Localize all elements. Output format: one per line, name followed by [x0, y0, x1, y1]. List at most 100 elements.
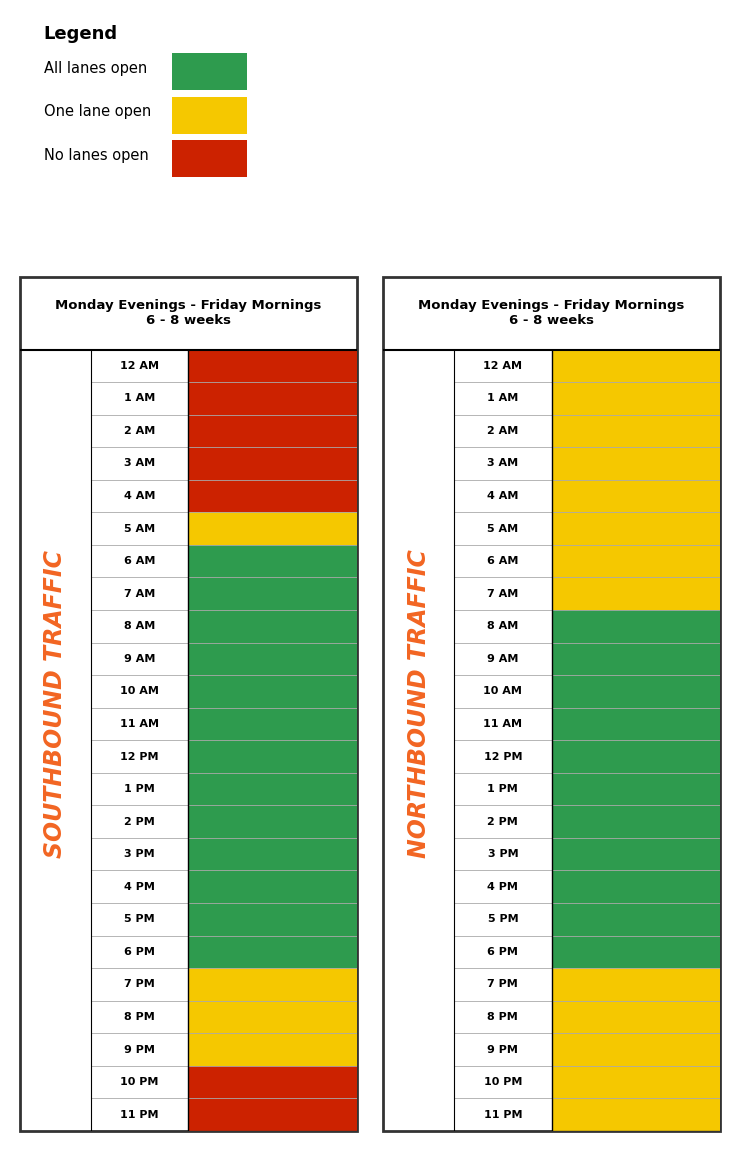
Text: 2 PM: 2 PM [124, 817, 155, 826]
Text: 2 AM: 2 AM [487, 426, 519, 436]
FancyBboxPatch shape [188, 707, 357, 740]
Text: NORTHBOUND TRAFFIC: NORTHBOUND TRAFFIC [407, 549, 431, 859]
FancyBboxPatch shape [552, 675, 720, 707]
FancyBboxPatch shape [172, 97, 247, 134]
Text: 4 AM: 4 AM [124, 492, 155, 501]
FancyBboxPatch shape [383, 277, 720, 1131]
FancyBboxPatch shape [552, 350, 720, 382]
FancyBboxPatch shape [172, 141, 247, 178]
FancyBboxPatch shape [188, 1033, 357, 1066]
Text: 12 AM: 12 AM [120, 361, 159, 370]
FancyBboxPatch shape [552, 382, 720, 414]
FancyBboxPatch shape [188, 480, 357, 512]
Text: 3 AM: 3 AM [124, 458, 155, 469]
Text: 4 AM: 4 AM [487, 492, 519, 501]
FancyBboxPatch shape [188, 382, 357, 414]
FancyBboxPatch shape [552, 968, 720, 1001]
Text: 1 PM: 1 PM [124, 784, 155, 794]
Text: 8 AM: 8 AM [487, 621, 519, 631]
FancyBboxPatch shape [552, 773, 720, 805]
Text: 10 PM: 10 PM [484, 1077, 522, 1087]
Text: 1 AM: 1 AM [487, 394, 519, 404]
Text: One lane open: One lane open [44, 105, 151, 119]
Text: 9 PM: 9 PM [124, 1044, 155, 1055]
FancyBboxPatch shape [188, 805, 357, 838]
Text: 6 PM: 6 PM [488, 946, 518, 957]
FancyBboxPatch shape [188, 1099, 357, 1131]
FancyBboxPatch shape [188, 577, 357, 610]
Text: 3 PM: 3 PM [488, 849, 518, 860]
Text: 5 AM: 5 AM [124, 524, 155, 533]
FancyBboxPatch shape [552, 1099, 720, 1131]
FancyBboxPatch shape [188, 870, 357, 904]
Text: 3 PM: 3 PM [124, 849, 155, 860]
Text: 1 AM: 1 AM [124, 394, 155, 404]
Text: 3 AM: 3 AM [487, 458, 519, 469]
Text: 12 PM: 12 PM [484, 751, 522, 762]
Text: 9 AM: 9 AM [487, 654, 519, 664]
FancyBboxPatch shape [188, 675, 357, 707]
Text: 11 AM: 11 AM [120, 719, 159, 729]
Text: 2 PM: 2 PM [488, 817, 518, 826]
FancyBboxPatch shape [188, 904, 357, 936]
Text: 11 PM: 11 PM [121, 1110, 159, 1119]
FancyBboxPatch shape [188, 545, 357, 577]
FancyBboxPatch shape [552, 610, 720, 643]
Text: All lanes open: All lanes open [44, 61, 147, 76]
Text: 6 AM: 6 AM [124, 556, 155, 567]
FancyBboxPatch shape [552, 707, 720, 740]
Text: 6 AM: 6 AM [487, 556, 519, 567]
Text: 10 AM: 10 AM [483, 687, 522, 696]
Text: 12 PM: 12 PM [121, 751, 159, 762]
Text: 7 AM: 7 AM [487, 589, 519, 599]
Text: 12 AM: 12 AM [483, 361, 522, 370]
Text: Monday Evenings - Friday Mornings
6 - 8 weeks: Monday Evenings - Friday Mornings 6 - 8 … [419, 299, 684, 328]
FancyBboxPatch shape [552, 904, 720, 936]
FancyBboxPatch shape [552, 414, 720, 448]
Text: 2 AM: 2 AM [124, 426, 155, 436]
Text: Legend: Legend [44, 25, 118, 43]
Text: 11 PM: 11 PM [484, 1110, 522, 1119]
Text: Monday Evenings - Friday Mornings
6 - 8 weeks: Monday Evenings - Friday Mornings 6 - 8 … [56, 299, 321, 328]
FancyBboxPatch shape [188, 936, 357, 968]
Text: No lanes open: No lanes open [44, 148, 149, 163]
FancyBboxPatch shape [188, 1001, 357, 1033]
FancyBboxPatch shape [552, 577, 720, 610]
Text: 11 AM: 11 AM [483, 719, 522, 729]
FancyBboxPatch shape [188, 414, 357, 448]
FancyBboxPatch shape [552, 512, 720, 545]
Text: 9 AM: 9 AM [124, 654, 155, 664]
FancyBboxPatch shape [552, 545, 720, 577]
Text: 7 PM: 7 PM [124, 980, 155, 989]
Text: 5 AM: 5 AM [487, 524, 519, 533]
FancyBboxPatch shape [188, 350, 357, 382]
FancyBboxPatch shape [552, 1033, 720, 1066]
FancyBboxPatch shape [552, 870, 720, 904]
Text: 5 PM: 5 PM [488, 914, 518, 924]
FancyBboxPatch shape [552, 643, 720, 675]
Text: 10 AM: 10 AM [120, 687, 159, 696]
FancyBboxPatch shape [552, 838, 720, 870]
FancyBboxPatch shape [188, 968, 357, 1001]
FancyBboxPatch shape [552, 1066, 720, 1099]
Text: 8 AM: 8 AM [124, 621, 155, 631]
FancyBboxPatch shape [188, 448, 357, 480]
FancyBboxPatch shape [552, 936, 720, 968]
Text: 4 PM: 4 PM [488, 882, 518, 892]
FancyBboxPatch shape [188, 610, 357, 643]
FancyBboxPatch shape [552, 805, 720, 838]
Text: 4 PM: 4 PM [124, 882, 155, 892]
FancyBboxPatch shape [20, 277, 357, 1131]
Text: 1 PM: 1 PM [488, 784, 518, 794]
FancyBboxPatch shape [552, 740, 720, 773]
Text: 8 PM: 8 PM [124, 1012, 155, 1022]
Text: 6 PM: 6 PM [124, 946, 155, 957]
FancyBboxPatch shape [188, 773, 357, 805]
Text: 7 PM: 7 PM [488, 980, 518, 989]
Text: 7 AM: 7 AM [124, 589, 155, 599]
FancyBboxPatch shape [188, 838, 357, 870]
FancyBboxPatch shape [552, 480, 720, 512]
Text: 9 PM: 9 PM [488, 1044, 518, 1055]
Text: 5 PM: 5 PM [124, 914, 155, 924]
FancyBboxPatch shape [552, 448, 720, 480]
